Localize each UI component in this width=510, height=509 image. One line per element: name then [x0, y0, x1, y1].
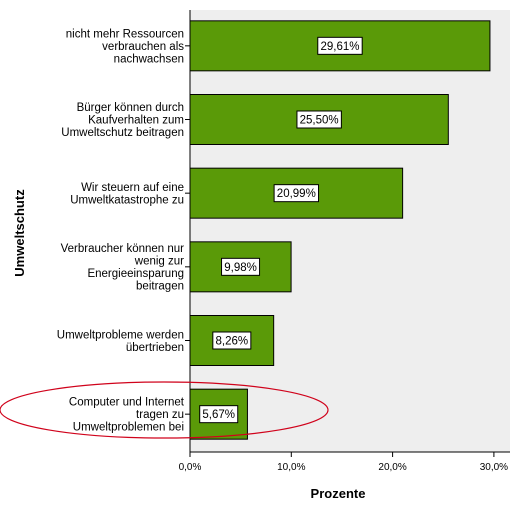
y-axis-title: Umweltschutz — [12, 189, 27, 277]
data-label-box-4 — [212, 331, 252, 350]
data-label-0: 29,61% — [320, 41, 359, 53]
bars-layer: 29,61% 25,50% 20,99% 9,98% 8,26% 5,67% — [189, 20, 491, 440]
category-label-4: Umweltprobleme werden übertrieben — [57, 329, 184, 354]
x-axis-title: Prozente — [311, 486, 366, 501]
data-label-box-5 — [199, 405, 239, 424]
category-label-0: nicht mehr Ressourcen verbrauchen als nach… — [66, 28, 184, 65]
data-label-box-0 — [317, 36, 363, 55]
data-label-box-1 — [296, 110, 342, 129]
data-label-3: 9,98% — [224, 262, 257, 274]
category-label-1: Bürger können durch Kaufverhalten zum Umwe… — [61, 102, 184, 139]
x-tick-label-2: 20,0% — [378, 462, 406, 473]
x-tick-label-0: 0,0% — [179, 462, 202, 473]
data-label-box-3 — [221, 257, 261, 276]
data-label-2: 20,99% — [277, 188, 316, 200]
data-label-1: 25,50% — [300, 115, 339, 127]
bar-1 — [189, 94, 449, 145]
category-label-3: Verbraucher können nur wenig zur Energieei… — [61, 243, 185, 292]
x-tick-label-3: 30,0% — [480, 462, 508, 473]
data-label-5: 5,67% — [202, 409, 235, 421]
x-tick-label-1: 10,0% — [277, 462, 305, 473]
highlight-ellipse — [0, 381, 329, 439]
plot-area — [190, 10, 510, 452]
category-label-2: Wir steuern auf eine Umweltkatastrophe zu — [70, 182, 184, 207]
category-label-5: Computer und Internet tragen zu Umweltprob… — [69, 397, 185, 434]
category-labels-layer: nicht mehr Ressourcen verbrauchen als nach… — [57, 28, 185, 433]
data-label-4: 8,26% — [216, 336, 249, 348]
data-label-box-2 — [273, 184, 320, 203]
ticks-layer: 0,0% 10,0% 20,0% 30,0% — [179, 45, 508, 473]
